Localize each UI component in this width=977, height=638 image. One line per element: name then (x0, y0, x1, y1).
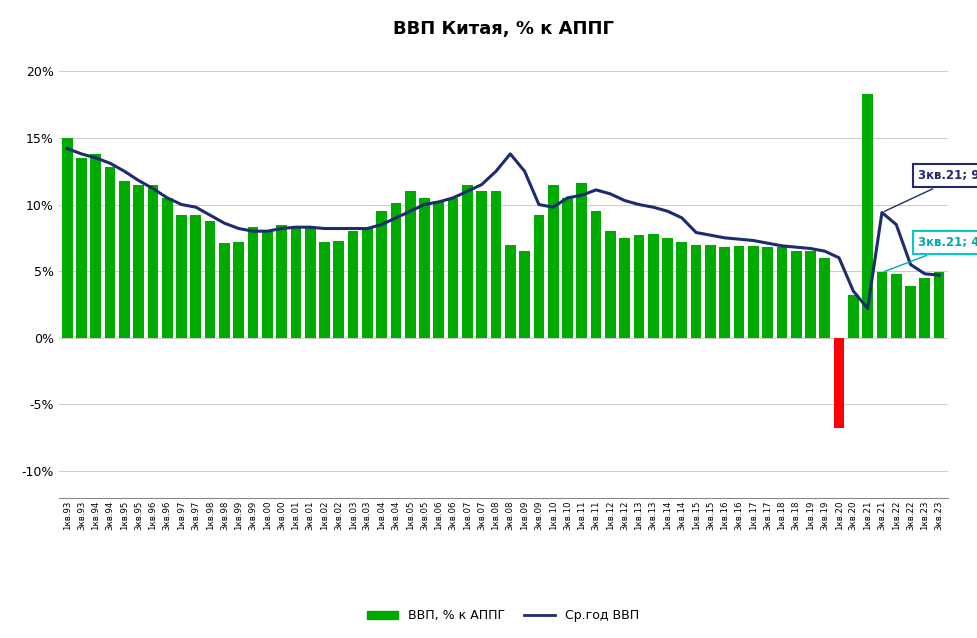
Bar (762, 247, 773, 338)
Title: ВВП Китая, % к АППГ: ВВП Китая, % к АППГ (393, 20, 614, 38)
Bar (490, 191, 501, 338)
Bar (477, 191, 488, 338)
Bar (505, 244, 516, 338)
Legend: ВВП, % к АППГ, Ср.год ВВП: ВВП, % к АППГ, Ср.год ВВП (361, 604, 645, 627)
Bar (404, 191, 415, 338)
Bar (234, 242, 244, 338)
Bar (62, 138, 72, 338)
Bar (891, 274, 902, 338)
Bar (447, 198, 458, 338)
Text: 3кв.21; 9,4%: 3кв.21; 9,4% (884, 169, 977, 211)
Bar (863, 94, 873, 338)
Bar (676, 242, 687, 338)
Bar (719, 247, 730, 338)
Bar (662, 238, 673, 338)
Bar (148, 184, 158, 338)
Bar (905, 286, 915, 338)
Bar (162, 198, 173, 338)
Bar (619, 238, 630, 338)
Bar (562, 198, 573, 338)
Bar (648, 234, 658, 338)
Bar (848, 295, 859, 338)
Bar (348, 231, 359, 338)
Text: 3кв.21; 4,9%: 3кв.21; 4,9% (884, 236, 977, 272)
Bar (533, 215, 544, 338)
Bar (219, 243, 230, 338)
Bar (591, 211, 602, 338)
Bar (105, 167, 115, 338)
Bar (548, 184, 559, 338)
Bar (691, 244, 701, 338)
Bar (176, 215, 187, 338)
Bar (305, 227, 316, 338)
Bar (76, 158, 87, 338)
Bar (247, 227, 258, 338)
Bar (934, 272, 945, 338)
Bar (777, 247, 787, 338)
Bar (705, 244, 716, 338)
Bar (576, 183, 587, 338)
Bar (419, 198, 430, 338)
Bar (290, 227, 301, 338)
Bar (519, 251, 530, 338)
Bar (376, 211, 387, 338)
Bar (362, 227, 372, 338)
Bar (634, 235, 644, 338)
Bar (790, 251, 801, 338)
Bar (391, 203, 402, 338)
Bar (191, 215, 201, 338)
Bar (876, 272, 887, 338)
Bar (205, 221, 216, 338)
Bar (734, 246, 744, 338)
Bar (748, 246, 759, 338)
Bar (605, 231, 616, 338)
Bar (262, 231, 273, 338)
Bar (333, 241, 344, 338)
Bar (919, 278, 930, 338)
Bar (434, 200, 445, 338)
Bar (133, 184, 144, 338)
Bar (91, 154, 102, 338)
Bar (319, 242, 330, 338)
Bar (276, 225, 287, 338)
Bar (805, 251, 816, 338)
Bar (119, 181, 130, 338)
Bar (833, 338, 844, 428)
Bar (462, 184, 473, 338)
Bar (820, 258, 830, 338)
